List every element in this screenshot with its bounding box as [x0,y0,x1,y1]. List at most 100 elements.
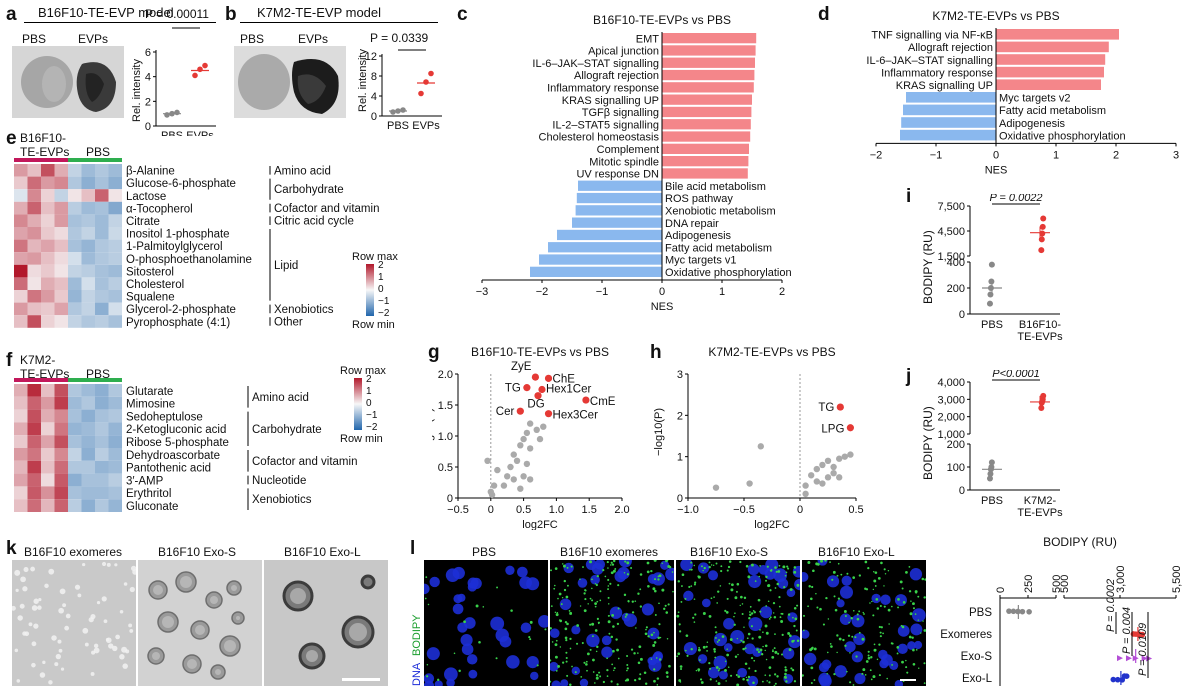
heatmap-cell [95,302,109,316]
lipid-droplet [645,626,648,629]
heatmap-cell [108,396,122,410]
nucleus [894,680,904,686]
nes-bar [996,54,1106,65]
lipid-droplet [699,678,703,681]
lipid-droplet [716,641,719,643]
x-tick-label: 1 [719,286,725,298]
panel-label-f: f [6,350,13,371]
lipid-droplet [873,643,876,646]
heatmap-cell [54,486,68,500]
heatmap-cell [108,164,122,177]
data-point [164,112,170,118]
lipid-droplet [557,665,560,668]
lipid-droplet [796,639,800,642]
heatmap-cell [81,435,95,448]
exomere-particle [103,619,108,624]
lipid-droplet [668,664,671,668]
x-tick-label: −1 [930,149,943,161]
x-tick-label: 5,500 [1171,565,1183,593]
data-point [197,66,203,73]
nucleus [748,617,763,631]
scale-bar [342,678,380,681]
lipid-droplet [883,568,886,571]
lipid-droplet [623,571,626,574]
panel-b-lung-photo [234,46,346,118]
lipid-droplet [678,630,682,633]
exomere-particle [108,643,114,649]
y-tick-label: 3 [677,369,683,381]
lipid-droplet [768,674,771,677]
exomere-particle [55,653,62,660]
panel-b-pvalue: P = 0.0339 [370,31,429,45]
panel-label-a: a [6,4,17,25]
lipid-droplet [536,664,539,667]
nes-bar [906,92,996,103]
pathway-label: IL-6–JAK–STAT signalling [866,55,993,67]
heatmap-cell [81,264,95,278]
heatmap-cell [108,227,122,240]
lipid-droplet [882,632,884,635]
lipid-droplet [878,643,881,646]
x-tick-label: K7M2- [1024,495,1057,507]
heatmap-cell [108,302,122,316]
lipid-droplet [684,597,687,600]
y-axis-label: Rel. intensity [131,59,143,122]
heatmap-cell [81,499,95,512]
exomere-particle [44,583,49,589]
heatmap-cell [68,277,82,290]
lipid-droplet [637,661,641,665]
heatmap-cell [108,486,122,500]
lipid-droplet [775,570,778,573]
y-tick-label: 2,000 [937,412,965,424]
lipid-droplet [826,651,829,654]
panel-label-l: l [410,538,416,559]
heatmap-cell [95,409,109,423]
lipid-droplet [778,564,781,567]
lipid-droplet [887,569,890,572]
lipid-droplet [713,650,716,653]
nucleus [730,629,745,644]
lipid-droplet [569,637,572,641]
lipid-droplet [587,603,589,605]
legend-tick-label: 1 [366,386,372,397]
pathway-label: IL-6–JAK–STAT signalling [532,58,659,70]
heatmap-cell [41,290,55,303]
lipid-droplet [784,668,788,672]
y-tick-label: 400 [947,257,965,269]
heatmap-cell [27,239,41,253]
lipid-droplet [872,675,876,679]
pathway-label: Fatty acid metabolism [999,105,1106,117]
heatmap-cell [41,422,55,436]
lipid-droplet [639,588,642,591]
heatmap-cell [95,176,109,190]
metabolite-label: α-Tocopherol [126,203,193,215]
nucleus [880,594,891,605]
heatmap-cell [108,409,122,423]
lipid-droplet [749,611,751,613]
lipid-droplet [606,657,609,660]
lipid-droplet [781,633,784,636]
heatmap-cell [41,460,55,474]
lipid-droplet [624,679,627,682]
heatmap-cell [81,384,95,397]
lipid-droplet [612,569,616,573]
lipid-droplet [594,583,597,585]
exomere-particle [129,586,135,593]
heatmap-cell [14,176,28,190]
heatmap-cell [95,460,109,474]
lipid-droplet [858,574,862,577]
lipid-droplet [747,575,751,579]
exomere-particle [48,680,53,685]
heatmap-cell [95,422,109,436]
exomere-particle [119,609,124,614]
lipid-droplet [562,564,566,568]
lipid-droplet [813,679,816,681]
data-point [1114,676,1121,683]
lipid-droplet [607,620,611,624]
lipid-droplet [645,628,647,631]
lipid-droplet [426,675,429,678]
heatmap-cell [27,384,41,397]
lipid-droplet [555,613,559,617]
pathway-label: Apical junction [588,46,659,58]
lipid-droplet [712,564,715,567]
